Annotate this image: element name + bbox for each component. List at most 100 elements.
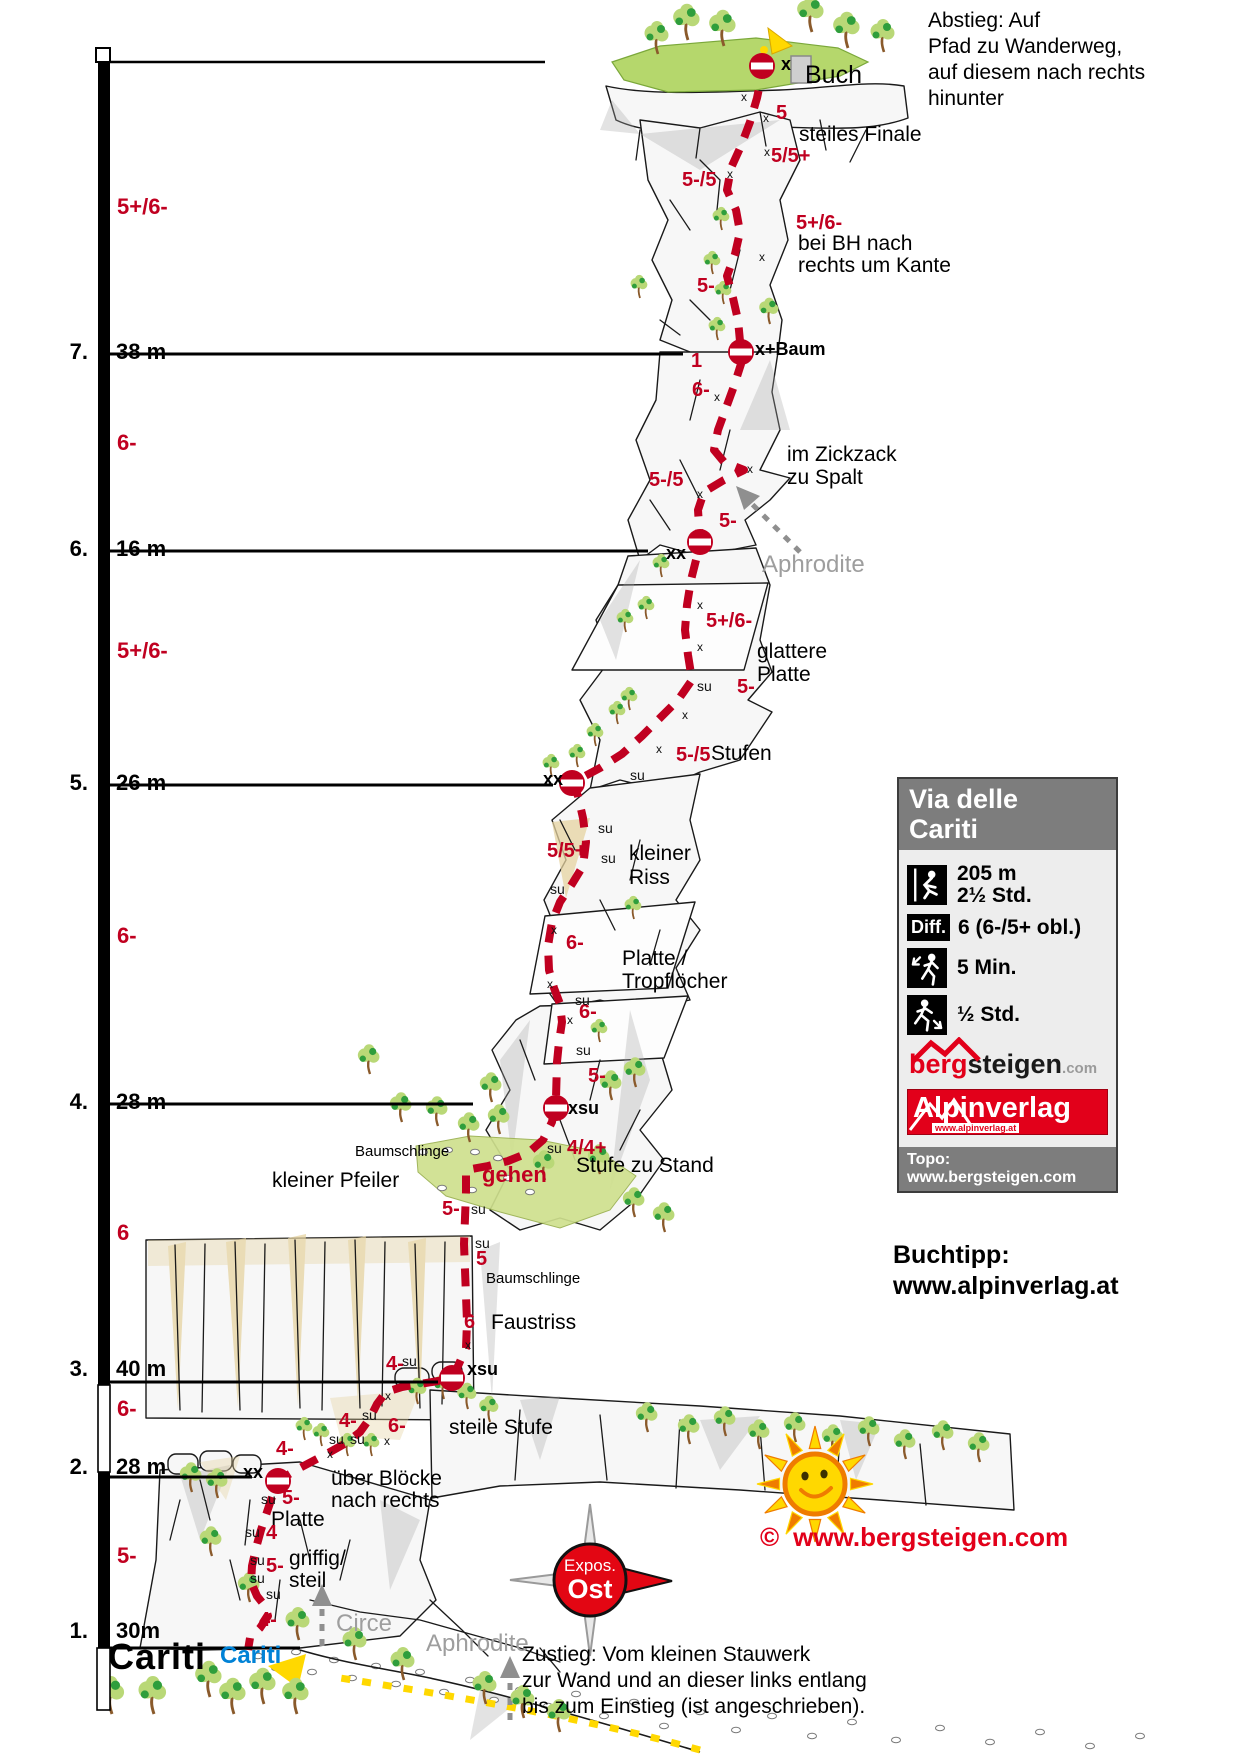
logo-com: .com [1062,1060,1098,1077]
buchtipp-note: Buchtipp: www.alpinverlag.at [893,1240,1119,1302]
route-label: x [764,145,770,159]
route-label: x [465,1338,471,1352]
route-label: x [747,462,753,476]
difficulty-badge: Diff. [907,914,950,941]
route-label: Riss [629,866,670,889]
tree-icon [294,1415,314,1441]
route-label: x [567,1013,573,1027]
alpinverlag-logo: Alpinverlag www.alpinverlag.at [907,1089,1108,1135]
descent-hiker-icon [907,995,947,1035]
route-title: Via delle Cariti [899,779,1116,850]
route-label: 6- [566,932,584,954]
belay-station [749,53,775,79]
difficulty-value: 6 (6-/5+ obl.) [958,915,1082,939]
belay-station [728,339,754,365]
abstieg-line: hinunter [928,87,1004,110]
route-label: su [598,820,613,836]
route-label: x [551,923,557,937]
route-label: xx [666,543,687,563]
pitch-scale-label: 5. [69,770,88,795]
route-label: x [763,111,769,125]
tree-icon [478,1071,503,1104]
route-label: 6 [464,1311,476,1333]
route-label: 6- [692,379,710,401]
route-label: gehen [482,1162,547,1187]
topo-credit: Topo: www.bergsteigen.com [899,1147,1116,1191]
route-label: im Zickzack [787,443,897,466]
route-time: 2½ Std. [957,884,1032,907]
route-label: 5- [719,510,737,532]
zustieg-line: Zustieg: Vom kleinen Stauwerk [522,1643,811,1666]
route-label: Cariti [220,1642,282,1669]
pitch-scale-label: 6- [117,430,137,455]
pitch-scale-label: 30m [116,1618,161,1643]
tree-icon [629,273,649,299]
stat-descent: ½ Std. [907,995,1108,1035]
pitch-scale-label: 7. [69,339,88,364]
compass-direction-label: Ost [567,1574,613,1604]
route-label: x [741,90,747,104]
pitch-scale-label: 5- [117,1543,137,1568]
route-label: zu Spalt [787,466,863,489]
tree-icon [651,1201,676,1234]
route-label: 5/5+ [547,840,587,862]
route-label: 4- [259,1609,277,1631]
route-label: su [576,1042,591,1058]
route-label: xx [543,769,564,789]
route-label: su [575,992,590,1008]
bergsteigen-logo: bergsteigen.com [909,1037,1108,1085]
route-label: 5- [266,1555,284,1577]
route-label: Aphrodite [426,1630,529,1657]
pitch-scale-label: 6. [69,536,88,561]
pitch-scale-label: 28 m [116,1089,167,1114]
tree-icon [388,1091,413,1124]
tree-icon [795,0,825,34]
route-label: su [266,1586,281,1602]
route-label: x [697,640,703,654]
route-title-line2: Cariti [909,814,979,844]
tree-icon [869,17,896,54]
route-label: steil [289,1569,327,1592]
route-label: su [250,1570,265,1586]
pitch-scale-label: 1. [69,1618,88,1643]
route-label: su [547,1140,562,1156]
route-label: x [714,390,720,404]
tree-icon [389,1645,416,1682]
tree-icon [567,742,587,768]
route-label: steiles Finale [799,123,922,146]
abstieg-line: Pfad zu Wanderweg, [928,35,1123,58]
copyright-note: © www.bergsteigen.com [760,1522,1068,1553]
route-label: su [362,1407,377,1423]
pitch-scale-layer [95,47,683,1711]
route-label: Aphrodite [762,551,865,578]
route-label: x [697,487,703,501]
route-label: Stufen [711,742,772,765]
alpinverlag-name: Alpinverlag [913,1092,1071,1124]
tree-icon [280,1676,310,1716]
route-label: x [385,1389,391,1403]
route-label: su [550,881,565,897]
route-label: 5- [442,1198,460,1220]
tree-icon [217,1676,247,1716]
tree-icon [831,10,861,50]
logo-steigen: steigen [967,1049,1063,1079]
route-label: su [329,1431,344,1447]
pitch-scale-label: 26 m [116,770,167,795]
pitch-scale-label: 5+/6- [117,638,168,663]
route-label: bei BH nach [798,232,913,255]
pitch-scale-label: 6- [117,1396,137,1421]
route-label: x [727,167,733,181]
route-label: x [759,250,765,264]
pitch-scale-label: 6- [117,923,137,948]
route-label: Baumschlinge [486,1270,581,1287]
route-label: 4- [276,1438,294,1460]
route-label: Tropflöcher [622,970,728,993]
route-label: über Blöcke [331,1467,442,1490]
route-label: Platte / [622,947,688,970]
tree-icon [247,1666,277,1706]
route-label: 1 [691,350,703,372]
stat-approach: 5 Min. [907,948,1108,988]
route-label: 5- [737,676,755,698]
pitch-scale-label: 6 [117,1220,130,1245]
